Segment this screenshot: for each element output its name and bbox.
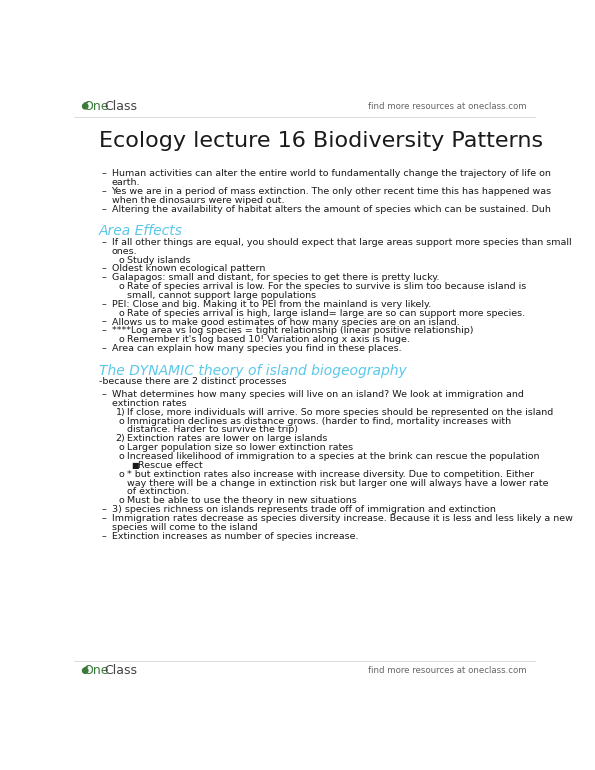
Text: If all other things are equal, you should expect that large areas support more s: If all other things are equal, you shoul… xyxy=(112,238,571,247)
Text: earth.: earth. xyxy=(112,178,140,187)
Text: ****Log area vs log species = tight relationship (linear positive relationship): ****Log area vs log species = tight rela… xyxy=(112,326,473,336)
Text: Class: Class xyxy=(104,665,137,677)
Text: ones.: ones. xyxy=(112,246,137,256)
Text: The DYNAMIC theory of island biogeography: The DYNAMIC theory of island biogeograph… xyxy=(99,363,407,378)
Text: o: o xyxy=(118,282,124,291)
Text: o: o xyxy=(118,335,124,344)
Text: o: o xyxy=(118,443,124,452)
Text: o: o xyxy=(118,496,124,505)
Text: Must be able to use the theory in new situations: Must be able to use the theory in new si… xyxy=(127,496,357,505)
Text: o: o xyxy=(118,417,124,426)
Text: when the dinosaurs were wiped out.: when the dinosaurs were wiped out. xyxy=(112,196,284,205)
Text: Yes we are in a period of mass extinction. The only other recent time this has h: Yes we are in a period of mass extinctio… xyxy=(112,187,552,196)
Circle shape xyxy=(83,103,88,109)
Text: of extinction.: of extinction. xyxy=(127,487,189,497)
Text: Human activities can alter the entire world to fundamentally change the trajecto: Human activities can alter the entire wo… xyxy=(112,169,550,179)
Text: way there will be a change in extinction risk but larger one will always have a : way there will be a change in extinction… xyxy=(127,478,549,487)
Text: Allows us to make good estimates of how many species are on an island.: Allows us to make good estimates of how … xyxy=(112,317,459,326)
Text: Immigration rates decrease as species diversity increase. Because it is less and: Immigration rates decrease as species di… xyxy=(112,514,572,523)
Text: Altering the availability of habitat alters the amount of species which can be s: Altering the availability of habitat alt… xyxy=(112,205,550,214)
Text: find more resources at oneclass.com: find more resources at oneclass.com xyxy=(368,666,526,675)
Text: –: – xyxy=(102,326,107,336)
Text: Area can explain how many species you find in these places.: Area can explain how many species you fi… xyxy=(112,344,401,353)
Text: Increased likelihood of immigration to a species at the brink can rescue the pop: Increased likelihood of immigration to a… xyxy=(127,452,540,461)
Text: PEI: Close and big. Making it to PEI from the mainland is very likely.: PEI: Close and big. Making it to PEI fro… xyxy=(112,300,431,309)
Text: extinction rates: extinction rates xyxy=(112,399,186,408)
Text: –: – xyxy=(102,317,107,326)
Text: –: – xyxy=(102,344,107,353)
Text: –: – xyxy=(102,273,107,283)
Text: Immigration declines as distance grows. (harder to find, mortality increases wit: Immigration declines as distance grows. … xyxy=(127,417,511,426)
Text: * but extinction rates also increase with increase diversity. Due to competition: * but extinction rates also increase wit… xyxy=(127,470,534,479)
Text: Ecology lecture 16 Biodiversity Patterns: Ecology lecture 16 Biodiversity Patterns xyxy=(99,131,543,151)
Text: distance. Harder to survive the trip): distance. Harder to survive the trip) xyxy=(127,425,298,434)
Text: Study islands: Study islands xyxy=(127,256,190,265)
Text: o: o xyxy=(118,256,124,265)
Text: –: – xyxy=(102,300,107,309)
Text: 2): 2) xyxy=(115,434,125,444)
Text: species will come to the island: species will come to the island xyxy=(112,523,257,532)
Text: Rescue effect: Rescue effect xyxy=(138,460,203,470)
Text: o: o xyxy=(118,452,124,461)
Text: 1): 1) xyxy=(115,407,125,417)
Text: Galapagos: small and distant, for species to get there is pretty lucky.: Galapagos: small and distant, for specie… xyxy=(112,273,439,283)
Text: –: – xyxy=(102,205,107,214)
Text: small, cannot support large populations: small, cannot support large populations xyxy=(127,291,316,300)
Text: Area Effects: Area Effects xyxy=(99,224,183,239)
Text: -because there are 2 distinct processes: -because there are 2 distinct processes xyxy=(99,377,287,387)
Text: Oldest known ecological pattern: Oldest known ecological pattern xyxy=(112,264,265,273)
Text: –: – xyxy=(102,505,107,514)
Text: o: o xyxy=(118,470,124,479)
Text: –: – xyxy=(102,514,107,523)
Text: Remember it's log based 10! Variation along x axis is huge.: Remember it's log based 10! Variation al… xyxy=(127,335,410,344)
Text: Extinction rates are lower on large islands: Extinction rates are lower on large isla… xyxy=(127,434,327,444)
Text: One: One xyxy=(83,665,108,677)
Text: One: One xyxy=(83,100,108,112)
Text: –: – xyxy=(102,390,107,399)
Text: 3) species richness on islands represents trade off of immigration and extinctio: 3) species richness on islands represent… xyxy=(112,505,496,514)
Text: –: – xyxy=(102,238,107,247)
Text: –: – xyxy=(102,169,107,179)
Text: Extinction increases as number of species increase.: Extinction increases as number of specie… xyxy=(112,531,358,541)
Text: –: – xyxy=(102,187,107,196)
Text: –: – xyxy=(102,264,107,273)
Text: –: – xyxy=(102,531,107,541)
Text: Rate of species arrival is low. For the species to survive is slim too because i: Rate of species arrival is low. For the … xyxy=(127,282,527,291)
Text: ■: ■ xyxy=(131,460,139,470)
Circle shape xyxy=(83,668,88,673)
Text: Larger population size so lower extinction rates: Larger population size so lower extincti… xyxy=(127,443,353,452)
Text: If close, more individuals will arrive. So more species should be represented on: If close, more individuals will arrive. … xyxy=(127,407,553,417)
Text: o: o xyxy=(118,309,124,318)
Text: What determines how many species will live on an island? We look at immigration : What determines how many species will li… xyxy=(112,390,524,399)
Text: Rate of species arrival is high, large island= large are so can support more spe: Rate of species arrival is high, large i… xyxy=(127,309,525,318)
Text: Class: Class xyxy=(104,100,137,112)
Text: find more resources at oneclass.com: find more resources at oneclass.com xyxy=(368,102,526,111)
